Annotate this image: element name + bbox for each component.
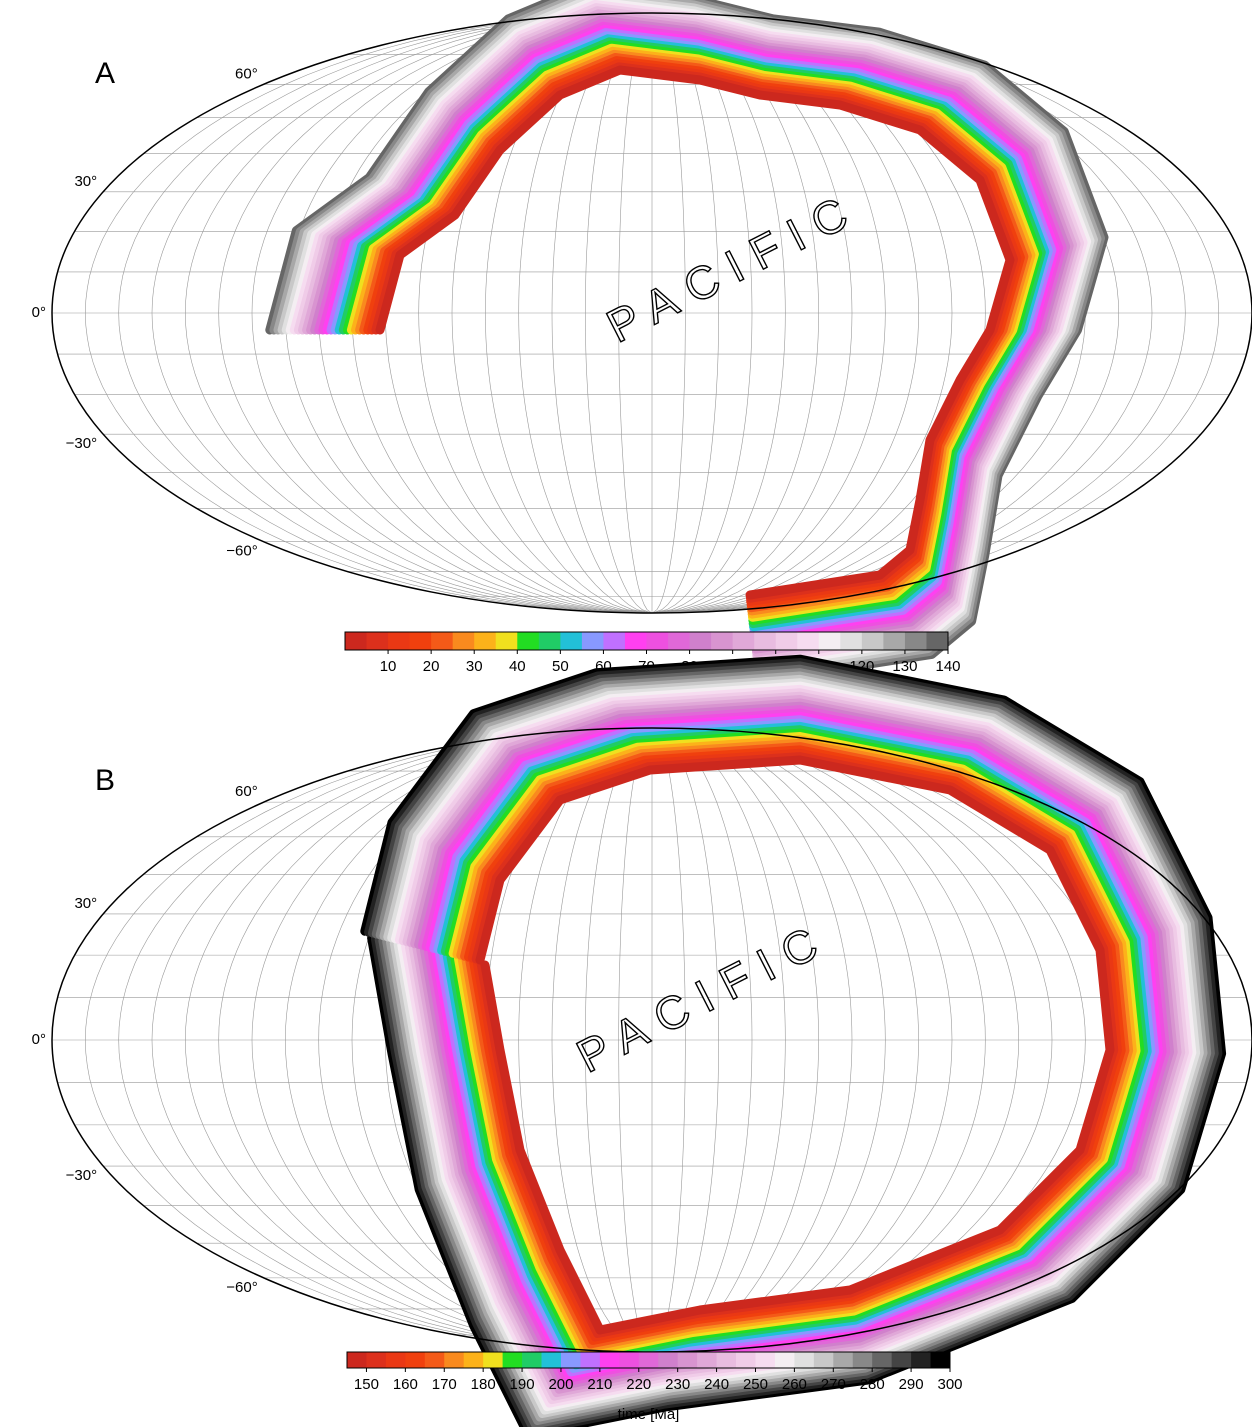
colorbar-segment [496,632,518,650]
latitude-label: −60° [226,1279,257,1296]
colorbar-segment [647,632,669,650]
figure: A60°30°0°−30°−60°PACIFIC1020304050607080… [0,0,1252,1427]
colorbar-tick-label: 190 [510,1376,535,1393]
colorbar-tick-label: 130 [892,658,917,675]
colorbar-segment [410,632,432,650]
colorbar-segment [776,632,798,650]
colorbar-segment [690,632,712,650]
latitude-label: 0° [32,1031,46,1048]
colorbar-segment [560,632,582,650]
colorbar-tick-label: 220 [626,1376,651,1393]
colorbar-segment [814,1352,834,1368]
colorbar-segment [474,632,496,650]
colorbar-tick-label: 200 [548,1376,573,1393]
colorbar-segment [386,1352,406,1368]
colorbar-tick-label: 290 [899,1376,924,1393]
colorbar-segment [345,632,367,650]
colorbar-segment [619,1352,639,1368]
colorbar-tick-label: 140 [935,658,960,675]
latitude-label: −30° [66,435,97,452]
colorbar-segment [840,632,862,650]
colorbar-segment [658,1352,678,1368]
colorbar-tick-label: 210 [587,1376,612,1393]
colorbar-tick-label: 150 [354,1376,379,1393]
colorbar-tick-label: 300 [937,1376,962,1393]
colorbar-tick-label: 50 [552,658,569,675]
colorbar-segment [503,1352,523,1368]
colorbar-segment [755,1352,775,1368]
colorbar-segment [366,1352,386,1368]
colorbar-segment [717,1352,737,1368]
colorbar-segment [883,632,905,650]
colorbar-segment [819,632,841,650]
colorbar-segment [711,632,733,650]
colorbar-tick-label: 160 [393,1376,418,1393]
colorbar-tick-label: 260 [782,1376,807,1393]
latitude-label: 0° [32,304,46,321]
colorbar-segment [347,1352,367,1368]
colorbar-segment [600,1352,620,1368]
latitude-label: 60° [235,783,258,800]
colorbar-tick-label: 30 [466,658,483,675]
colorbar-segment [872,1352,892,1368]
colorbar-segment [483,1352,503,1368]
colorbar-segment [580,1352,600,1368]
colorbar-tick-label: 250 [743,1376,768,1393]
colorbar-segment [425,1352,445,1368]
colorbar-segment [464,1352,484,1368]
latitude-label: 30° [74,173,97,190]
colorbar-segment [775,1352,795,1368]
colorbar-tick-label: 280 [860,1376,885,1393]
colorbar-segment [582,632,604,650]
panel-label: A [95,57,115,90]
colorbar-segment [405,1352,425,1368]
colorbar-tick-label: 180 [471,1376,496,1393]
colorbar-segment [697,1352,717,1368]
colorbar-segment [625,632,647,650]
colorbar-tick-label: 170 [432,1376,457,1393]
colorbar-segment [388,632,410,650]
colorbar-segment [862,632,884,650]
colorbar-segment [561,1352,581,1368]
colorbar-tick-label: 270 [821,1376,846,1393]
colorbar-tick-label: 20 [423,658,440,675]
colorbar-segment [931,1352,951,1368]
colorbar-segment [517,632,539,650]
colorbar-tick-label: 40 [509,658,526,675]
colorbar-segment [892,1352,912,1368]
colorbar-segment [797,632,819,650]
colorbar-segment [444,1352,464,1368]
colorbar-segment [678,1352,698,1368]
colorbar-tick-label: 10 [380,658,397,675]
latitude-label: 60° [235,65,258,82]
colorbar-segment [833,1352,853,1368]
colorbar-segment [754,632,776,650]
latitude-label: −30° [66,1167,97,1184]
colorbar-segment [736,1352,756,1368]
colorbar-segment [639,1352,659,1368]
colorbar-tick-label: 230 [665,1376,690,1393]
colorbar-segment [542,1352,562,1368]
colorbar-segment [453,632,475,650]
colorbar-segment [431,632,453,650]
colorbar-segment [522,1352,542,1368]
colorbar-segment [905,632,927,650]
colorbar-segment [853,1352,873,1368]
colorbar-segment [911,1352,931,1368]
colorbar-label: time [Ma] [618,1406,680,1423]
colorbar-segment [603,632,625,650]
colorbar-segment [668,632,690,650]
colorbar-segment [733,632,755,650]
colorbar-tick-label: 240 [704,1376,729,1393]
colorbar-segment [367,632,389,650]
latitude-label: −60° [226,543,257,560]
panel-label: B [95,764,115,797]
colorbar-segment [539,632,561,650]
colorbar-segment [794,1352,814,1368]
colorbar-segment [926,632,948,650]
latitude-label: 30° [74,895,97,912]
